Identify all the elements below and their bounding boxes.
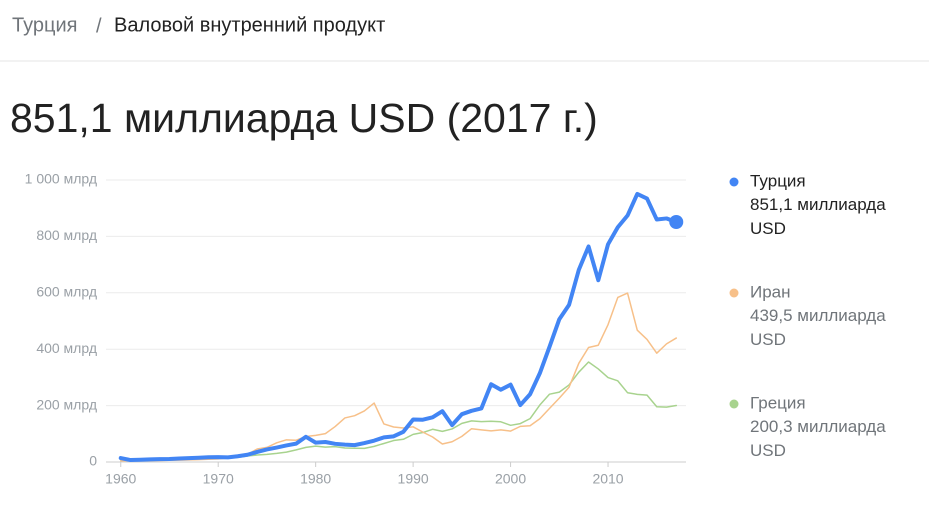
breadcrumb-parent[interactable]: Турция [12, 14, 77, 36]
y-tick-label: 0 [89, 453, 97, 469]
legend-value[interactable]: 439,5 миллиарда USD [750, 306, 886, 349]
legend-dot[interactable] [729, 288, 739, 298]
x-tick-label: 2000 [495, 471, 526, 487]
headline: 851,1 миллиарда USD (2017 г.) [10, 95, 598, 141]
x-tick-label: 1990 [398, 471, 429, 487]
y-tick-label: 600 млрд [36, 284, 97, 300]
y-tick-label: 200 млрд [36, 396, 97, 412]
x-tick-label: 1970 [203, 471, 234, 487]
breadcrumb-separator: / [96, 15, 102, 37]
x-tick-label: 1960 [105, 471, 136, 487]
legend-name[interactable]: Иран [750, 282, 791, 301]
legend-value[interactable]: 851,1 миллиарда USD [750, 195, 886, 238]
legend-name[interactable]: Греция [750, 393, 806, 412]
legend-name[interactable]: Турция [750, 171, 806, 190]
legend-dot[interactable] [729, 399, 739, 409]
x-tick-label: 1980 [300, 471, 331, 487]
breadcrumb-current: Валовой внутренний продукт [114, 14, 385, 36]
legend-value[interactable]: 200,3 миллиарда USD [750, 417, 886, 460]
series-line [118, 191, 679, 463]
y-tick-label: 800 млрд [36, 227, 97, 243]
legend-dot[interactable] [729, 177, 739, 187]
x-tick-label: 2010 [592, 471, 623, 487]
y-tick-label: 400 млрд [36, 340, 97, 356]
y-tick-label: 1 000 млрд [25, 171, 97, 187]
end-point [669, 214, 684, 229]
series-line [120, 361, 677, 462]
